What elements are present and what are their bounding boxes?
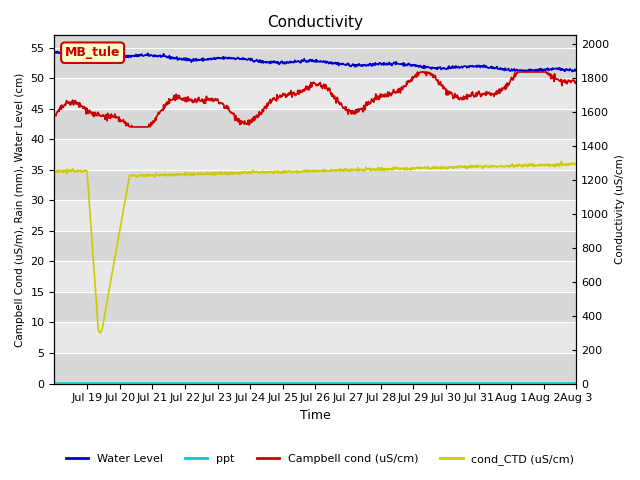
Bar: [54, 200, 577, 231]
Y-axis label: Campbell Cond (uS/m), Rain (mm), Water Level (cm): Campbell Cond (uS/m), Rain (mm), Water L…: [15, 72, 25, 347]
Bar: [54, 108, 577, 139]
Title: Conductivity: Conductivity: [268, 15, 364, 30]
Bar: [54, 48, 577, 78]
Bar: [54, 261, 577, 292]
Bar: [54, 323, 577, 353]
Bar: [54, 292, 577, 323]
Bar: [54, 170, 577, 200]
Bar: [54, 353, 577, 384]
Y-axis label: Conductivity (uS/cm): Conductivity (uS/cm): [615, 155, 625, 264]
Bar: [54, 231, 577, 261]
Bar: [54, 139, 577, 170]
Legend: Water Level, ppt, Campbell cond (uS/cm), cond_CTD (uS/cm): Water Level, ppt, Campbell cond (uS/cm),…: [61, 450, 579, 469]
Text: MB_tule: MB_tule: [65, 46, 120, 59]
X-axis label: Time: Time: [300, 409, 331, 422]
Bar: [54, 78, 577, 108]
